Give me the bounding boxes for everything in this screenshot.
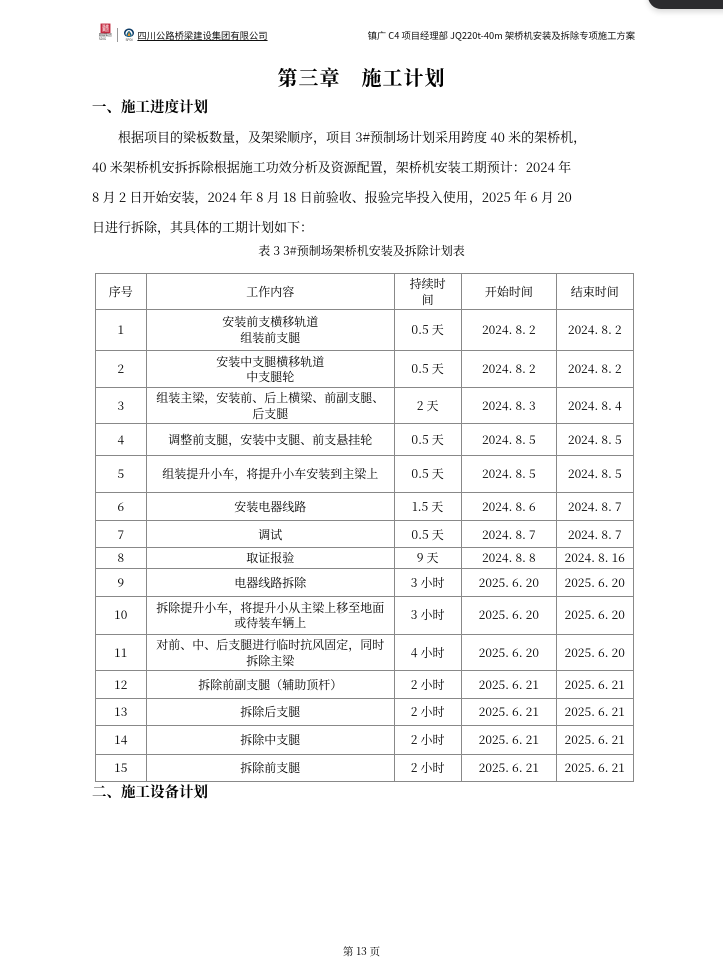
svg-text:路建: 路建 — [102, 24, 109, 29]
svg-text:集团: 集团 — [101, 27, 109, 32]
